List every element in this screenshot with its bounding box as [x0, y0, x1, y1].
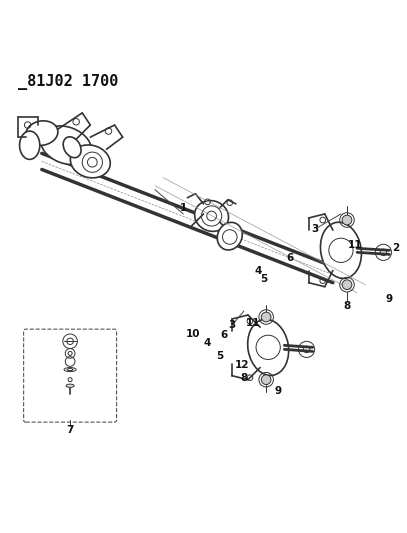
Ellipse shape: [66, 384, 74, 387]
Ellipse shape: [20, 131, 40, 159]
Text: 11: 11: [348, 240, 362, 250]
Ellipse shape: [248, 319, 289, 375]
Circle shape: [342, 280, 352, 289]
Text: 9: 9: [275, 385, 282, 395]
Ellipse shape: [66, 377, 74, 382]
FancyBboxPatch shape: [24, 329, 116, 422]
Text: 3: 3: [228, 320, 235, 330]
Circle shape: [261, 312, 271, 322]
Text: 4: 4: [204, 338, 211, 348]
Text: _81J02 1700: _81J02 1700: [18, 75, 118, 91]
Text: 4: 4: [254, 265, 262, 276]
Ellipse shape: [41, 126, 92, 165]
Text: 9: 9: [386, 294, 393, 304]
Text: 12: 12: [235, 360, 249, 370]
Ellipse shape: [63, 137, 81, 158]
Text: 5: 5: [260, 274, 268, 285]
Text: 7: 7: [66, 425, 74, 435]
Text: 8: 8: [344, 301, 350, 311]
Text: 5: 5: [216, 351, 223, 361]
Ellipse shape: [217, 222, 242, 250]
Ellipse shape: [26, 121, 58, 146]
Ellipse shape: [195, 200, 229, 231]
Text: 3: 3: [311, 224, 318, 234]
Text: 6: 6: [287, 253, 294, 263]
Text: 2: 2: [392, 243, 399, 253]
Circle shape: [342, 215, 352, 225]
Ellipse shape: [70, 145, 110, 178]
Text: 1: 1: [179, 203, 187, 213]
Text: 6: 6: [220, 330, 228, 340]
Ellipse shape: [320, 222, 361, 278]
Text: 11: 11: [246, 318, 260, 328]
Circle shape: [261, 375, 271, 384]
Text: 10: 10: [185, 329, 200, 338]
Text: 8: 8: [240, 374, 247, 383]
